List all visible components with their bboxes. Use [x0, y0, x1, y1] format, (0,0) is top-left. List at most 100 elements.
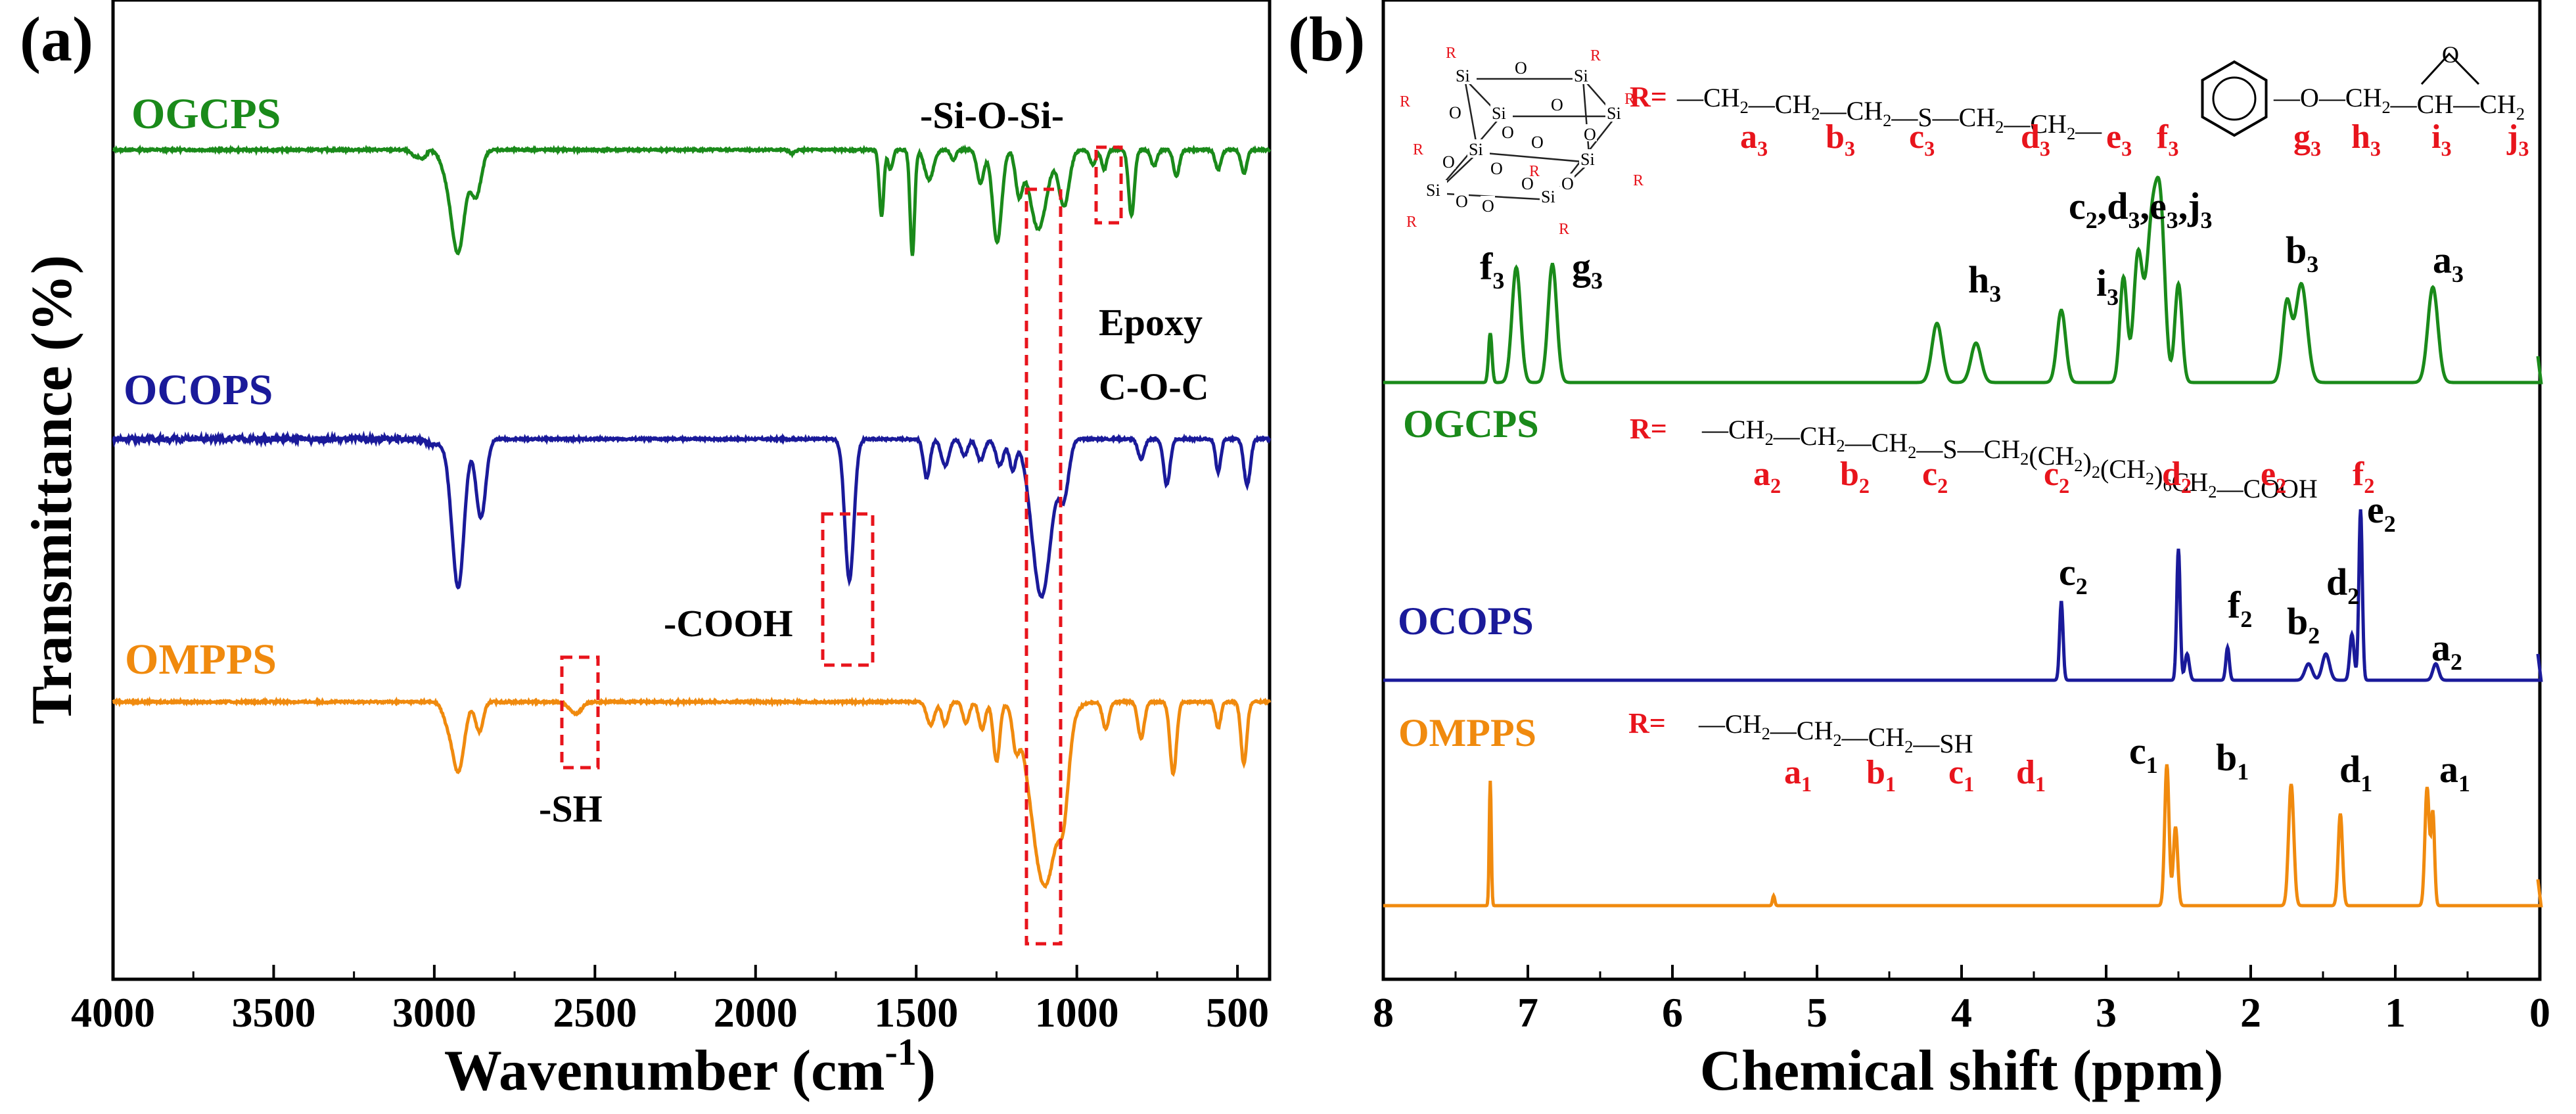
cage-o-bg — [1582, 124, 1597, 141]
cage-si-bg — [1605, 103, 1628, 122]
atom-label-subscript: 2 — [2276, 474, 2286, 498]
cage-si-atom: Si — [1456, 66, 1470, 85]
x-tick-label-b: 4 — [1951, 989, 1972, 1036]
highlight-boxes — [560, 145, 1123, 946]
cage-o-bg — [1448, 103, 1462, 120]
peak-label-letter: i — [2096, 262, 2107, 304]
formula-part: CH — [1959, 103, 1996, 132]
atom-label-subscript: 1 — [1885, 772, 1896, 796]
cage-o-atom: O — [1449, 103, 1461, 122]
formula-subscript: 2 — [2092, 462, 2100, 482]
formula-part: — — [1845, 428, 1872, 457]
cage-o-atom: O — [1482, 197, 1494, 216]
structure-atom-label: f2 — [2353, 455, 2374, 498]
formula-subscript: 2 — [2067, 124, 2075, 143]
atom-label-letter: b — [1840, 455, 1859, 493]
peak-label-letter: b — [2216, 736, 2237, 779]
x-tick-label-a: 1500 — [874, 989, 958, 1036]
x-tick-label-a: 3000 — [392, 989, 476, 1036]
peak-label-letter: b — [2287, 600, 2308, 643]
formula-part: CH — [1800, 421, 1837, 451]
cage-o-bg — [1560, 174, 1575, 191]
atom-label-letter: a — [1784, 754, 1801, 791]
peak-label-sep: , — [2178, 185, 2188, 227]
peak-label-subscript: 2 — [2450, 649, 2462, 675]
atom-label-subscript: 3 — [1845, 137, 1855, 160]
cage-si-bg — [1490, 103, 1513, 122]
cage-si-bg — [1579, 149, 1601, 168]
atom-label-subscript: 3 — [2441, 137, 2451, 160]
formula-subscript: 2 — [1904, 737, 1913, 756]
atom-label-letter: e — [2261, 455, 2276, 493]
cage-r-substituent: R — [1529, 163, 1540, 180]
formula-part: — — [1676, 83, 1704, 112]
annotation-cooh: -COOH — [664, 602, 793, 645]
peak-label: a1 — [2439, 748, 2470, 797]
formula-part: CH — [2172, 467, 2209, 497]
formula-subscript: 2 — [2020, 449, 2029, 469]
cage-o-atom: O — [1521, 174, 1534, 193]
peak-label-letter: g — [1572, 245, 1591, 288]
peak-label-letter: h — [1968, 258, 1989, 301]
structure-atom-label: e3 — [2106, 118, 2132, 160]
cage-bond — [1477, 151, 1590, 164]
structure-atom-label: d2 — [2162, 455, 2192, 498]
formula-subscript: 2 — [1995, 117, 2004, 137]
cage-o-atom: O — [1551, 95, 1563, 114]
atom-label-subscript: 1 — [2035, 772, 2046, 796]
structure-ogcps: R= —CH2—CH2—CH2—S—CH2—CH2——O—CH2—CH—CH2Oa… — [1630, 41, 2529, 160]
cage-o-bg — [1520, 174, 1534, 191]
formula-part: — — [2075, 116, 2102, 145]
structure-atom-label: b3 — [1826, 118, 1855, 160]
nmr-series — [1383, 175, 2543, 908]
structure-atom-label: c3 — [1909, 118, 1935, 160]
formula-part: CH — [2345, 83, 2382, 112]
formula-part: ( — [2100, 454, 2109, 484]
x-tick-label-b: 3 — [2096, 989, 2117, 1036]
formula-part: CH — [2109, 454, 2146, 484]
formula-subscript: 2 — [1908, 442, 1916, 462]
nmr-label-ogcps: OGCPS — [1403, 402, 1539, 446]
peak-label-subscript: 3 — [1989, 281, 2001, 307]
cage-bond — [1582, 78, 1591, 163]
cage-o-atom: O — [1561, 174, 1574, 193]
structure-formula: —CH2—CH2—CH2—S—CH2—CH2— — [1676, 83, 2102, 145]
peak-label-subscript: 3 — [1492, 267, 1504, 294]
atom-label-letter: j — [2506, 118, 2518, 156]
peak-label-letter: c — [2059, 551, 2076, 593]
panel-a-ylabel: Transmittance (%) — [20, 255, 84, 724]
formula-part: CH — [1725, 709, 1762, 739]
peak-label-subscript: 2 — [2086, 207, 2098, 233]
structure-formula: —O—CH2—CH—CH2 — [2273, 83, 2525, 124]
atom-label-subscript: 2 — [1770, 474, 1781, 498]
peak-label: c2 — [2059, 551, 2088, 599]
structure-atom-label: a2 — [1753, 455, 1781, 498]
formula-part: CH — [1868, 722, 1905, 752]
ftir-line-ogcps — [112, 144, 1272, 256]
formula-part: — — [1820, 96, 1847, 126]
atom-label-subscript: 2 — [2059, 474, 2069, 498]
formula-part: ) — [2154, 461, 2163, 490]
benzene-aromatic-circle — [2212, 76, 2257, 121]
cage-si-atom: Si — [1541, 187, 1555, 206]
structure-atom-label: d3 — [2021, 118, 2050, 160]
peak-label-subscript: 2 — [2076, 573, 2088, 599]
formula-part: — — [2318, 83, 2346, 112]
cage-o-atom: O — [1456, 192, 1468, 211]
atom-label-letter: f — [2157, 118, 2169, 156]
atom-label-subscript: 1 — [1801, 772, 1812, 796]
formula-subscript: 2 — [2074, 455, 2082, 475]
cage-si-atom: Si — [1607, 104, 1621, 123]
ftir-label-ocops: OCOPS — [124, 366, 273, 414]
cage-o-bg — [1481, 196, 1495, 213]
axes-a: 4000 3500 3000 2500 2000 1500 1000 500 — [71, 965, 1269, 1036]
x-tick-label-b: 6 — [1662, 989, 1683, 1036]
x-tick-label-b: 8 — [1373, 989, 1394, 1036]
formula-part: — — [1701, 415, 1729, 444]
peak-label-letter: d — [2339, 748, 2360, 791]
formula-part: SH — [1939, 729, 1973, 758]
